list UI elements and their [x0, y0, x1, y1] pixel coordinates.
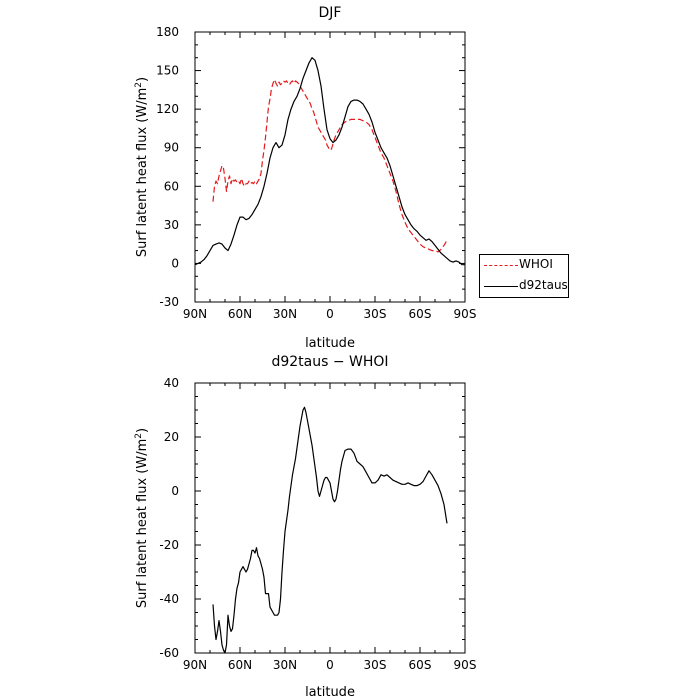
- x-tick-label: 30S: [364, 307, 387, 321]
- x-tick-label: 30S: [364, 658, 387, 672]
- legend-swatch-dashed-red: [484, 265, 518, 266]
- x-tick-label: 60S: [409, 307, 432, 321]
- x-tick-label: 30N: [273, 307, 297, 321]
- y-tick-label: 120: [156, 102, 179, 116]
- x-tick-label: 90S: [454, 307, 477, 321]
- x-tick-label: 0: [326, 307, 334, 321]
- y-axis-label: Surf latent heat flux (W/m2): [134, 77, 150, 257]
- plot-frame: [194, 382, 466, 654]
- y-tick-label: 30: [164, 218, 179, 232]
- chart-title: d92taus − WHOI: [271, 354, 388, 370]
- legend: WHOI d92taus: [479, 254, 569, 298]
- x-tick-label: 60S: [409, 658, 432, 672]
- plot-frame: [194, 31, 466, 303]
- x-tick-label: 60N: [228, 658, 252, 672]
- plot-area-top: 90N 60N 30N 0 30S 60S 90S -30 0 30 60 90 120 150 180: [156, 25, 476, 321]
- x-axis-label: latitude: [305, 336, 355, 351]
- y-axis-label: Surf latent heat flux (W/m2): [134, 428, 150, 608]
- legend-label: d92taus: [519, 278, 568, 292]
- y-tick-label: 0: [171, 484, 179, 498]
- legend-label: WHOI: [519, 257, 553, 271]
- chart-title: DJF: [319, 5, 342, 21]
- x-axis-label: latitude: [305, 685, 355, 700]
- chart-panel-top: DJF 90N 60N 30N 0 30S 60S 90S -30 0 30 60 90 120 150 1…: [134, 5, 476, 351]
- series-line-d92taus: [194, 57, 465, 266]
- y-tick-label: -20: [159, 538, 179, 552]
- y-tick-label: 20: [164, 430, 179, 444]
- legend-item-d92taus: d92taus: [484, 277, 568, 297]
- legend-item-whoi: WHOI: [484, 256, 568, 276]
- x-tick-label: 0: [326, 658, 334, 672]
- chart-panel-bottom: d92taus − WHOI 90N 60N 30N 0 30S 60S 90S -60 -40…: [134, 354, 476, 700]
- y-tick-label: -40: [159, 592, 179, 606]
- y-tick-label: -30: [159, 295, 179, 309]
- legend-swatch-solid-black: [484, 286, 518, 287]
- x-tick-label: 60N: [228, 307, 252, 321]
- x-tick-label: 30N: [273, 658, 297, 672]
- series-line-whoi: [212, 79, 448, 253]
- y-tick-label: 60: [164, 179, 179, 193]
- x-tick-label: 90S: [454, 658, 477, 672]
- y-tick-label: 180: [156, 25, 179, 39]
- series-line-difference: [212, 406, 448, 654]
- x-tick-label: 90N: [183, 658, 207, 672]
- x-tick-label: 90N: [183, 307, 207, 321]
- y-tick-label: 0: [171, 256, 179, 270]
- plot-area-bottom: 90N 60N 30N 0 30S 60S 90S -60 -40 -20 0 20 40: [159, 376, 476, 672]
- y-tick-label: 150: [156, 64, 179, 78]
- y-tick-label: 90: [164, 141, 179, 155]
- y-tick-label: -60: [159, 646, 179, 660]
- y-tick-label: 40: [164, 376, 179, 390]
